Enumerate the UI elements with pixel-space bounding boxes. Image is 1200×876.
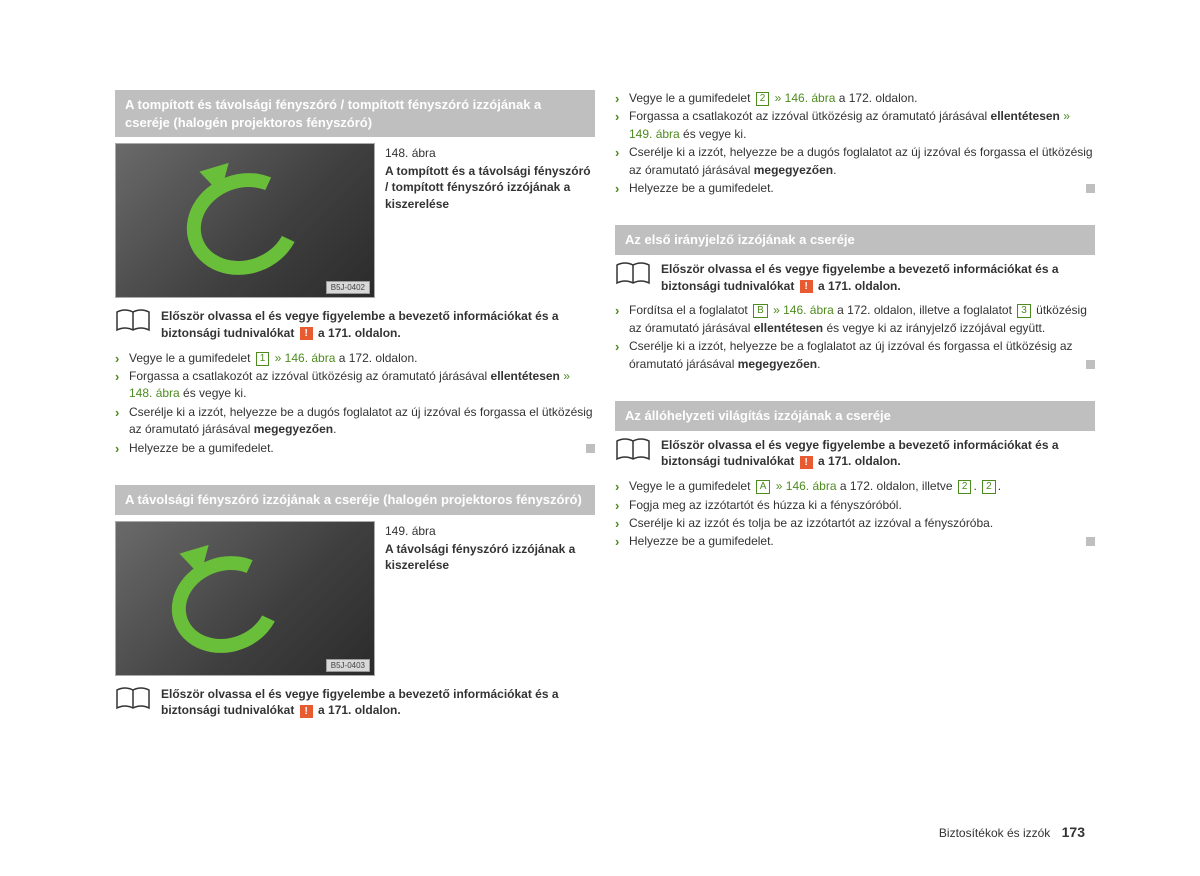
page-footer: Biztosítékok és izzók 173: [939, 824, 1085, 840]
section-end-marker: [586, 444, 595, 453]
figure-title: A tompított és a távolsági fényszóró / t…: [385, 164, 591, 210]
figure-149-image: B5J-0403: [115, 521, 375, 676]
list-item: Vegye le a gumifedelet A » 146. ábra a 1…: [615, 478, 1095, 495]
warning-icon: !: [800, 280, 813, 293]
warning-icon: !: [800, 456, 813, 469]
section-end-marker: [1086, 537, 1095, 546]
warning-icon: !: [300, 327, 313, 340]
figure-148: B5J-0402 148. ábra A tompított és a távo…: [115, 143, 595, 298]
list-item: Helyezze be a gumifedelet.: [115, 440, 595, 457]
figure-number: 149. ábra: [385, 523, 595, 539]
figure-title: A távolsági fényszóró izzójának a kiszer…: [385, 542, 575, 572]
list-item: Cserélje ki a izzót, helyezze be a dugós…: [115, 404, 595, 439]
ref-box: 1: [256, 352, 270, 366]
steps-list-4: Vegye le a gumifedelet A » 146. ábra a 1…: [615, 478, 1095, 551]
section-header: A tompított és távolsági fényszóró / tom…: [115, 90, 595, 137]
figure-number: 148. ábra: [385, 145, 595, 161]
ref-box: A: [756, 480, 771, 494]
ref-box: 2: [958, 480, 972, 494]
section-end-marker: [1086, 360, 1095, 369]
book-icon: [615, 261, 651, 287]
section-end-marker: [1086, 184, 1095, 193]
ref-box: B: [753, 304, 768, 318]
read-first-note: Először olvassa el és vegye figyelembe a…: [115, 308, 595, 342]
section-header: Az állóhelyzeti világítás izzójának a cs…: [615, 401, 1095, 431]
steps-list-3: Fordítsa el a foglalatot B » 146. ábra a…: [615, 302, 1095, 373]
list-item: Helyezze be a gumifedelet.: [615, 180, 1095, 197]
list-item: Vegye le a gumifedelet 1 » 146. ábra a 1…: [115, 350, 595, 367]
read-first-note: Először olvassa el és vegye figyelembe a…: [115, 686, 595, 720]
read-first-page: a 171. oldalon.: [315, 326, 401, 340]
read-first-note: Először olvassa el és vegye figyelembe a…: [615, 437, 1095, 471]
list-item: Vegye le a gumifedelet 2 » 146. ábra a 1…: [615, 90, 1095, 107]
figure-label: B5J-0402: [326, 281, 370, 294]
ref-box: 2: [982, 480, 996, 494]
figure-link: » 146. ábra: [771, 91, 835, 105]
steps-list-1: Vegye le a gumifedelet 1 » 146. ábra a 1…: [115, 350, 595, 457]
list-item: Fogja meg az izzótartót és húzza ki a fé…: [615, 497, 1095, 514]
figure-link: » 146. ábra: [770, 303, 834, 317]
figure-149: B5J-0403 149. ábra A távolsági fényszóró…: [115, 521, 595, 676]
list-item: Forgassa a csatlakozót az izzóval ütközé…: [115, 368, 595, 403]
read-first-note: Először olvassa el és vegye figyelembe a…: [615, 261, 1095, 295]
list-item: Cserélje ki a izzót, helyezze be a dugós…: [615, 144, 1095, 179]
section-header: A távolsági fényszóró izzójának a cseréj…: [115, 485, 595, 515]
footer-section-label: Biztosítékok és izzók: [939, 826, 1050, 840]
read-first-page: a 171. oldalon.: [315, 703, 401, 717]
warning-icon: !: [300, 705, 313, 718]
ref-box: 2: [756, 92, 770, 106]
figure-link: » 146. ábra: [772, 479, 836, 493]
figure-link: » 146. ábra: [271, 351, 335, 365]
steps-list-continued: Vegye le a gumifedelet 2 » 146. ábra a 1…: [615, 90, 1095, 197]
figure-148-image: B5J-0402: [115, 143, 375, 298]
list-item: Cserélje ki a izzót, helyezze be a fogla…: [615, 338, 1095, 373]
book-icon: [615, 437, 651, 463]
book-icon: [115, 686, 151, 712]
figure-148-caption: 148. ábra A tompított és a távolsági fén…: [385, 143, 595, 298]
list-item: Forgassa a csatlakozót az izzóval ütközé…: [615, 108, 1095, 143]
ref-box: 3: [1017, 304, 1031, 318]
book-icon: [115, 308, 151, 334]
figure-label: B5J-0403: [326, 659, 370, 672]
list-item: Cserélje ki az izzót és tolja be az izzó…: [615, 515, 1095, 532]
page-number: 173: [1062, 824, 1085, 840]
read-first-page: a 171. oldalon.: [815, 454, 901, 468]
list-item: Helyezze be a gumifedelet.: [615, 533, 1095, 550]
figure-149-caption: 149. ábra A távolsági fényszóró izzójána…: [385, 521, 595, 676]
section-header: Az első irányjelző izzójának a cseréje: [615, 225, 1095, 255]
list-item: Fordítsa el a foglalatot B » 146. ábra a…: [615, 302, 1095, 337]
read-first-page: a 171. oldalon.: [815, 279, 901, 293]
